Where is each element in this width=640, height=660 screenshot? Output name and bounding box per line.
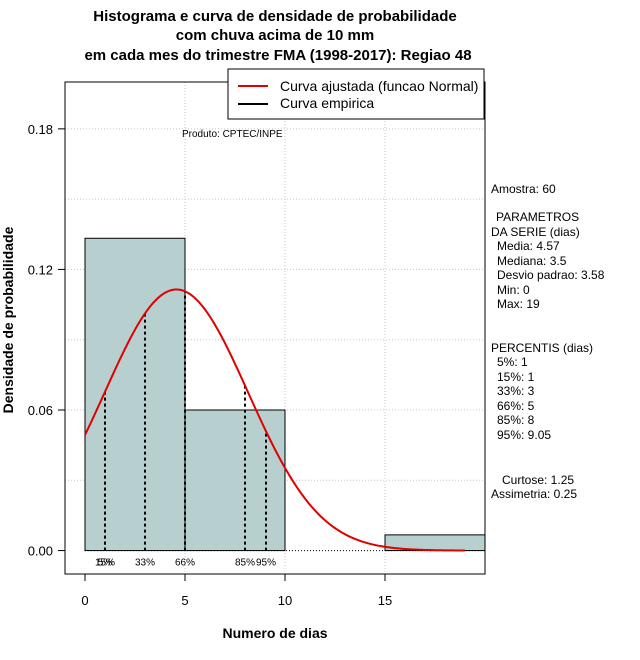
chart-title-line-2: com chuva acima de 10 mm [176,27,374,44]
x-tick-label: 5 [181,593,188,608]
x-axis: 0 5 10 15 [81,573,392,608]
percentile-label: 33% [135,558,155,569]
stat-assimetria: Assimetria: 0.25 [491,487,577,501]
percentile-label: 95% [256,558,276,569]
stat-p15: 15%: 1 [497,370,535,384]
stat-p66: 66%: 5 [497,399,535,413]
stat-p33: 33%: 3 [497,384,535,398]
params-title-2: DA SERIE (dias) [491,225,580,239]
histogram-bar [84,237,186,552]
x-tick-label: 15 [378,593,392,608]
percentile-label: 5% [98,558,113,569]
stat-p5: 5%: 1 [497,355,528,369]
chart-title-line-3: em cada mes do trimestre FMA (1998-2017)… [84,47,471,64]
stat-mediana: Mediana: 3.5 [497,254,567,268]
histogram-bar [184,409,286,552]
y-tick-label: 0.00 [28,544,53,559]
stats-panel: Amostra: 60 PARAMETROS DA SERIE (dias) M… [491,182,605,501]
stat-sample: Amostra: 60 [491,182,556,196]
stat-min: Min: 0 [497,283,530,297]
y-tick-label: 0.12 [28,262,53,277]
legend-label-empirical: Curva empirica [280,95,374,111]
stat-p85: 85%: 8 [497,413,535,427]
x-axis-label: Numero de dias [222,625,327,641]
stat-p95: 95%: 9.05 [497,428,551,442]
stat-max: Max: 19 [497,297,540,311]
histogram-bars [84,237,486,552]
params-title-1: PARAMETROS [496,210,579,224]
stat-curtose: Curtose: 1.25 [502,473,574,487]
percentile-label: 15% [95,558,115,569]
y-axis-label: Densidade de probabilidade [0,226,16,413]
legend: Curva ajustada (funcao Normal) Curva emp… [227,68,485,120]
normal-curve-line [84,288,466,552]
x-tick-label: 0 [81,593,88,608]
product-annotation: Produto: CPTEC/INPE [182,129,283,140]
y-tick-label: 0.18 [28,122,53,137]
legend-label-normal: Curva ajustada (funcao Normal) [280,78,478,94]
y-tick-label: 0.06 [28,403,53,418]
percentile-lines [104,291,267,551]
chart-title-line-1: Histograma e curva de densidade de proba… [93,8,456,25]
percentile-labels: 5%15% 33% 66% 85% 95% [95,558,276,569]
percentile-label: 85% [235,558,255,569]
x-tick-label: 10 [278,593,292,608]
stat-desvio: Desvio padrao: 3.58 [497,268,605,282]
percentile-label: 66% [175,558,195,569]
stat-media: Media: 4.57 [497,239,560,253]
legend-box [227,68,485,120]
y-axis: 0.00 0.06 0.12 0.18 [28,122,66,559]
percentis-title: PERCENTIS (dias) [491,341,593,355]
